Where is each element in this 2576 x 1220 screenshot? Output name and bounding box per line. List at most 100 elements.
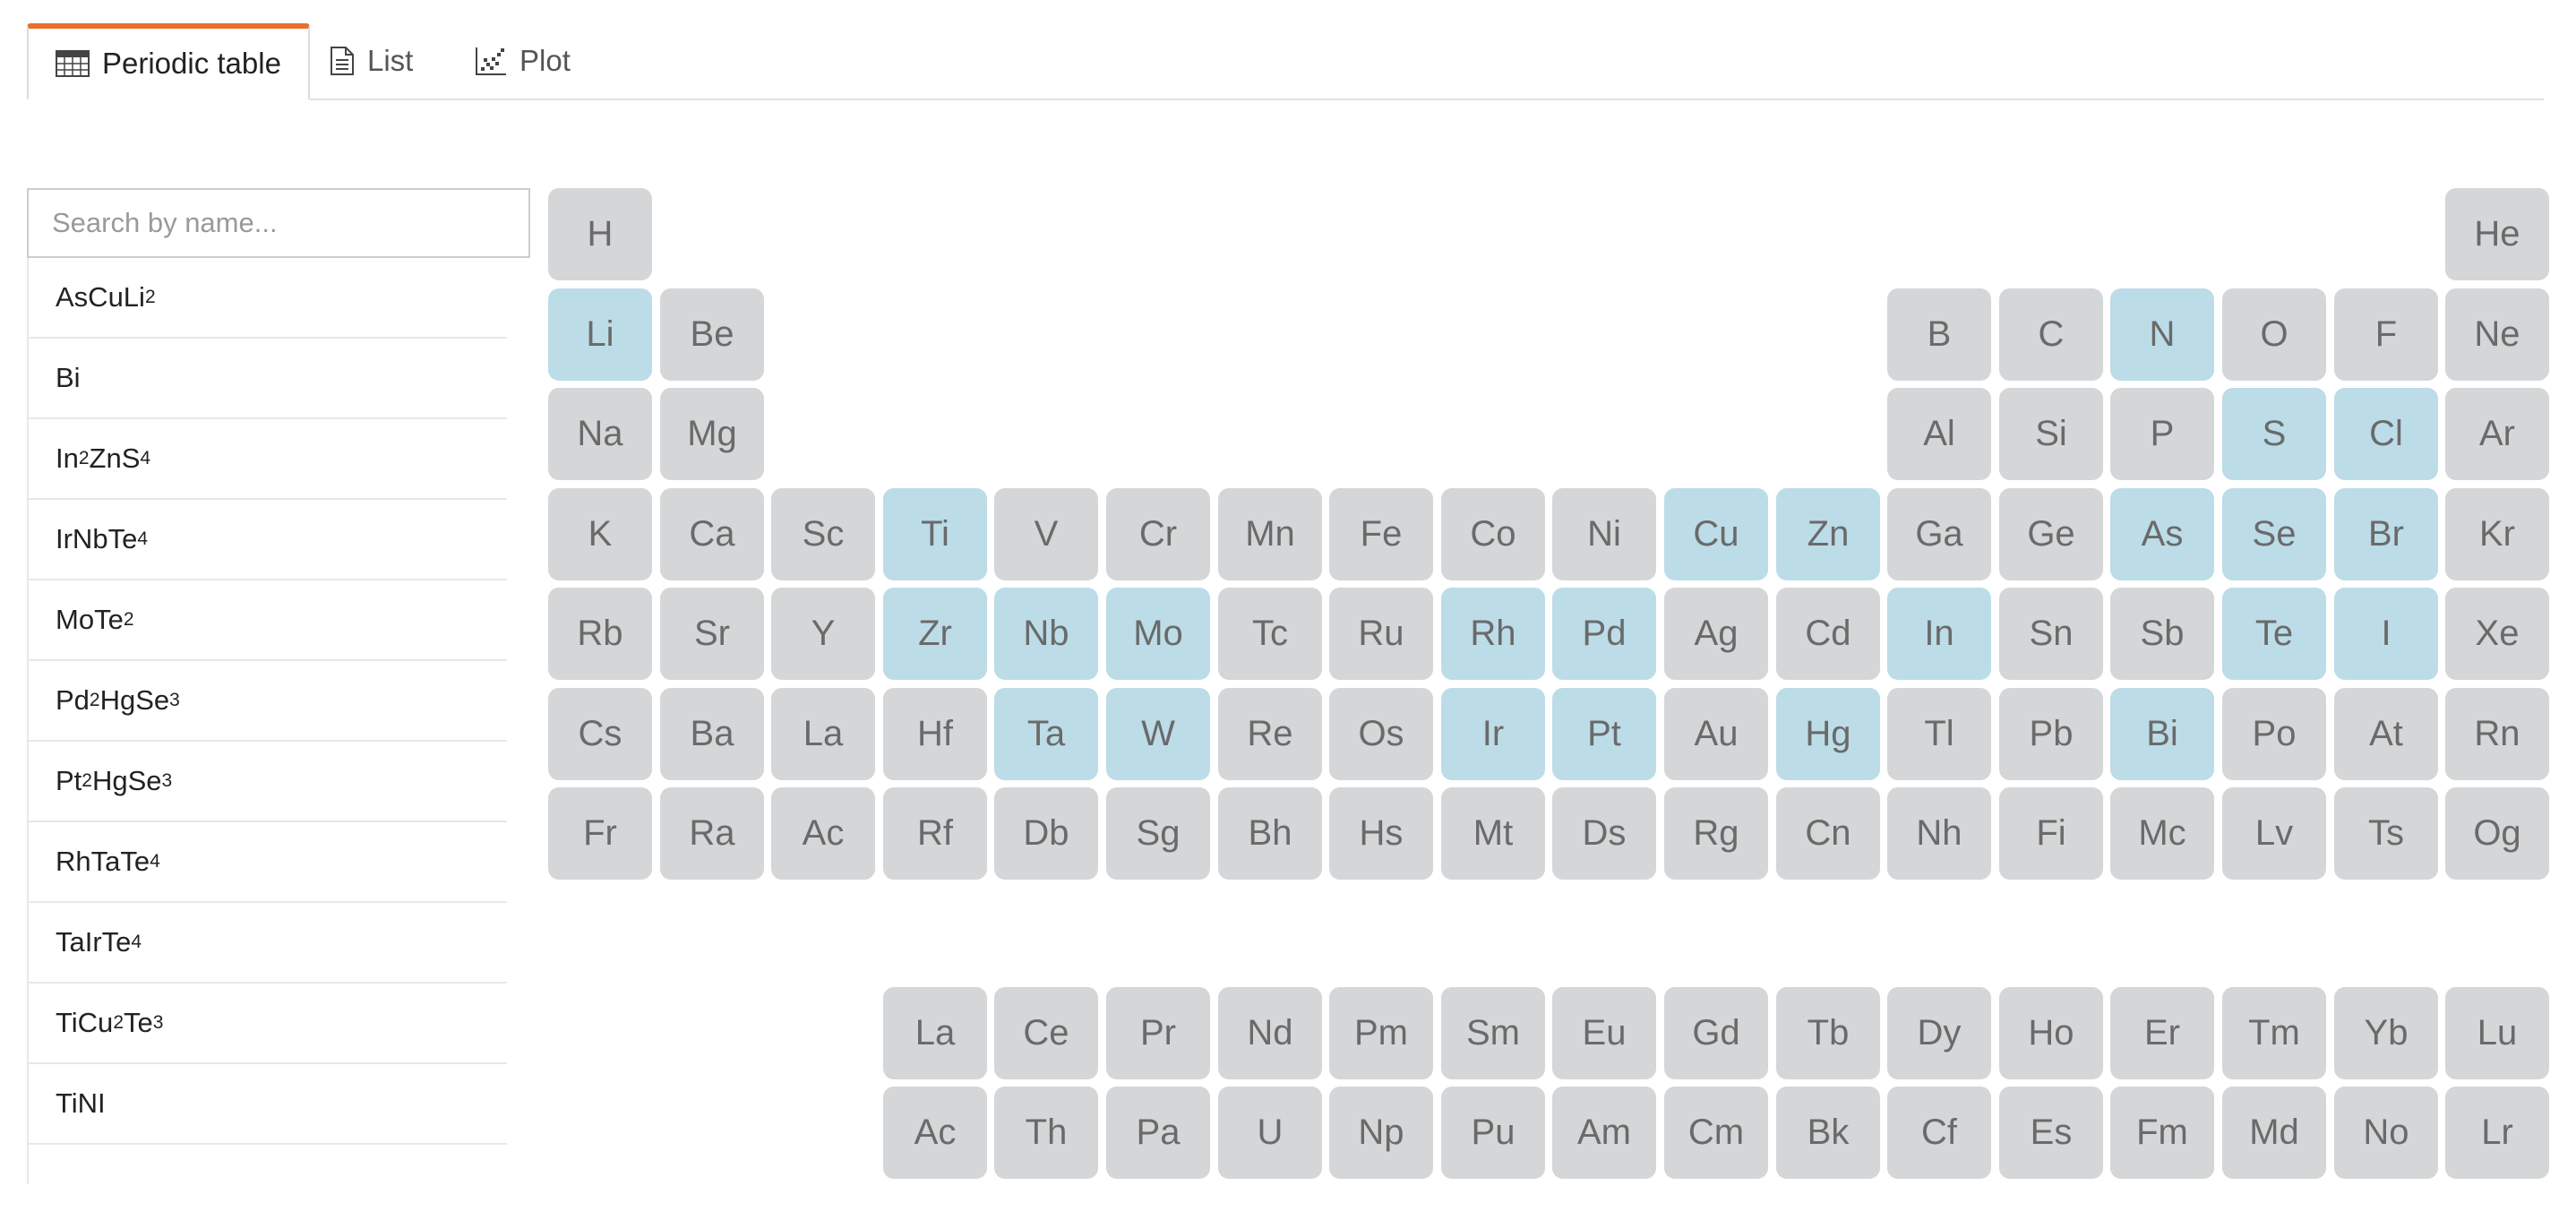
element-hf[interactable]: Hf xyxy=(883,688,987,780)
element-ni[interactable]: Ni xyxy=(1552,488,1656,580)
element-y[interactable]: Y xyxy=(771,588,875,680)
element-kr[interactable]: Kr xyxy=(2445,488,2549,580)
element-k[interactable]: K xyxy=(548,488,652,580)
element-md[interactable]: Md xyxy=(2222,1087,2326,1179)
element-ta[interactable]: Ta xyxy=(994,688,1098,780)
element-re[interactable]: Re xyxy=(1218,688,1322,780)
element-b[interactable]: B xyxy=(1887,288,1991,381)
element-hg[interactable]: Hg xyxy=(1776,688,1880,780)
element-na[interactable]: Na xyxy=(548,388,652,480)
element-bk[interactable]: Bk xyxy=(1776,1087,1880,1179)
element-o[interactable]: O xyxy=(2222,288,2326,381)
element-ge[interactable]: Ge xyxy=(1999,488,2103,580)
element-mg[interactable]: Mg xyxy=(660,388,764,480)
element-c[interactable]: C xyxy=(1999,288,2103,381)
element-li[interactable]: Li xyxy=(548,288,652,381)
element-ti[interactable]: Ti xyxy=(883,488,987,580)
element-la[interactable]: La xyxy=(771,688,875,780)
element-cm[interactable]: Cm xyxy=(1664,1087,1768,1179)
list-item[interactable]: TiNI xyxy=(29,1064,507,1145)
element-ru[interactable]: Ru xyxy=(1329,588,1433,680)
element-ac[interactable]: Ac xyxy=(771,787,875,880)
element-he[interactable]: He xyxy=(2445,188,2549,280)
tab-plot[interactable]: Plot xyxy=(475,23,571,99)
element-cl[interactable]: Cl xyxy=(2334,388,2438,480)
list-item[interactable]: TiCu 2 Te 3 xyxy=(29,984,507,1064)
element-cd[interactable]: Cd xyxy=(1776,588,1880,680)
element-hs[interactable]: Hs xyxy=(1329,787,1433,880)
element-bi[interactable]: Bi xyxy=(2110,688,2214,780)
element-rh[interactable]: Rh xyxy=(1441,588,1545,680)
element-h[interactable]: H xyxy=(548,188,652,280)
element-au[interactable]: Au xyxy=(1664,688,1768,780)
element-db[interactable]: Db xyxy=(994,787,1098,880)
element-ba[interactable]: Ba xyxy=(660,688,764,780)
element-tc[interactable]: Tc xyxy=(1218,588,1322,680)
element-lu[interactable]: Lu xyxy=(2445,987,2549,1079)
element-ag[interactable]: Ag xyxy=(1664,588,1768,680)
element-rn[interactable]: Rn xyxy=(2445,688,2549,780)
element-xe[interactable]: Xe xyxy=(2445,588,2549,680)
materials-list[interactable]: AsCuLi 2 Bi In 2 ZnS 4 IrNbTe 4 MoTe 2 Pd 2 HgSe 3 Pt 2 H… xyxy=(27,258,530,1184)
element-cs[interactable]: Cs xyxy=(548,688,652,780)
element-br[interactable]: Br xyxy=(2334,488,2438,580)
element-sc[interactable]: Sc xyxy=(771,488,875,580)
element-as[interactable]: As xyxy=(2110,488,2214,580)
element-bh[interactable]: Bh xyxy=(1218,787,1322,880)
element-ce[interactable]: Ce xyxy=(994,987,1098,1079)
list-item[interactable]: TaIrTe 4 xyxy=(29,903,507,984)
element-pa[interactable]: Pa xyxy=(1106,1087,1210,1179)
element-ar[interactable]: Ar xyxy=(2445,388,2549,480)
element-rg[interactable]: Rg xyxy=(1664,787,1768,880)
element-er[interactable]: Er xyxy=(2110,987,2214,1079)
list-item[interactable]: In 2 ZnS 4 xyxy=(29,419,507,500)
element-f[interactable]: F xyxy=(2334,288,2438,381)
element-at[interactable]: At xyxy=(2334,688,2438,780)
element-po[interactable]: Po xyxy=(2222,688,2326,780)
list-item[interactable]: MoTe 2 xyxy=(29,580,507,661)
element-s[interactable]: S xyxy=(2222,388,2326,480)
list-item[interactable]: AsCuLi 2 xyxy=(29,258,507,339)
element-am[interactable]: Am xyxy=(1552,1087,1656,1179)
element-mn[interactable]: Mn xyxy=(1218,488,1322,580)
element-al[interactable]: Al xyxy=(1887,388,1991,480)
element-n[interactable]: N xyxy=(2110,288,2214,381)
element-w[interactable]: W xyxy=(1106,688,1210,780)
element-pm[interactable]: Pm xyxy=(1329,987,1433,1079)
element-yb[interactable]: Yb xyxy=(2334,987,2438,1079)
element-u[interactable]: U xyxy=(1218,1087,1322,1179)
element-fe[interactable]: Fe xyxy=(1329,488,1433,580)
list-item[interactable]: Bi xyxy=(29,339,507,419)
element-mt[interactable]: Mt xyxy=(1441,787,1545,880)
element-la[interactable]: La xyxy=(883,987,987,1079)
element-tm[interactable]: Tm xyxy=(2222,987,2326,1079)
list-item[interactable]: Pt 2 HgSe 3 xyxy=(29,742,507,822)
element-sr[interactable]: Sr xyxy=(660,588,764,680)
element-rf[interactable]: Rf xyxy=(883,787,987,880)
element-ra[interactable]: Ra xyxy=(660,787,764,880)
element-ga[interactable]: Ga xyxy=(1887,488,1991,580)
element-cn[interactable]: Cn xyxy=(1776,787,1880,880)
element-cr[interactable]: Cr xyxy=(1106,488,1210,580)
element-os[interactable]: Os xyxy=(1329,688,1433,780)
element-no[interactable]: No xyxy=(2334,1087,2438,1179)
element-fi[interactable]: Fi xyxy=(1999,787,2103,880)
element-pt[interactable]: Pt xyxy=(1552,688,1656,780)
element-ir[interactable]: Ir xyxy=(1441,688,1545,780)
element-cu[interactable]: Cu xyxy=(1664,488,1768,580)
element-og[interactable]: Og xyxy=(2445,787,2549,880)
element-cf[interactable]: Cf xyxy=(1887,1087,1991,1179)
element-si[interactable]: Si xyxy=(1999,388,2103,480)
element-tb[interactable]: Tb xyxy=(1776,987,1880,1079)
element-es[interactable]: Es xyxy=(1999,1087,2103,1179)
element-in[interactable]: In xyxy=(1887,588,1991,680)
element-np[interactable]: Np xyxy=(1329,1087,1433,1179)
element-dy[interactable]: Dy xyxy=(1887,987,1991,1079)
element-sb[interactable]: Sb xyxy=(2110,588,2214,680)
list-item[interactable]: IrNbTe 4 xyxy=(29,500,507,580)
element-ho[interactable]: Ho xyxy=(1999,987,2103,1079)
element-gd[interactable]: Gd xyxy=(1664,987,1768,1079)
element-ac[interactable]: Ac xyxy=(883,1087,987,1179)
element-pr[interactable]: Pr xyxy=(1106,987,1210,1079)
element-pd[interactable]: Pd xyxy=(1552,588,1656,680)
